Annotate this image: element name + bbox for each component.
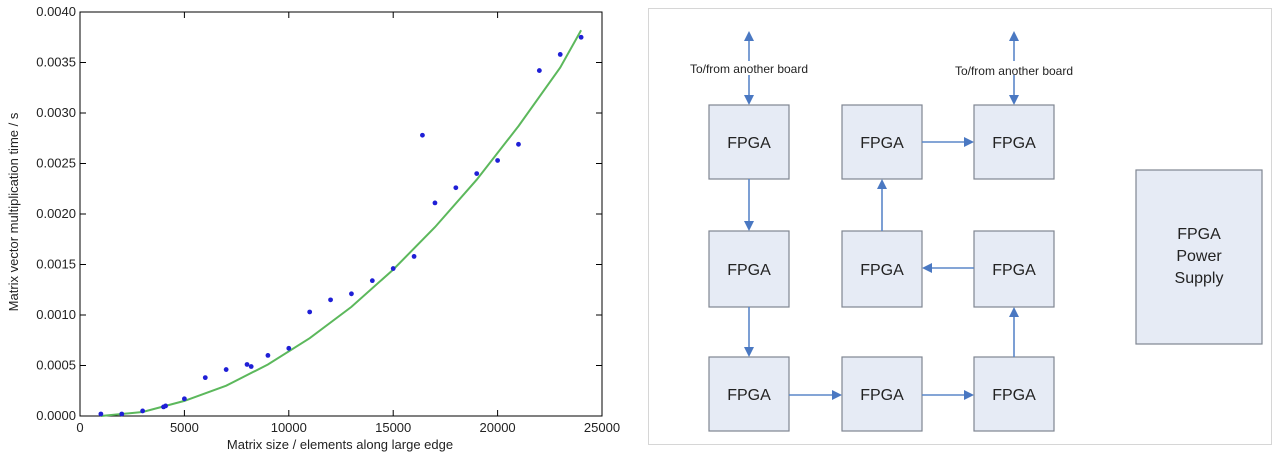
svg-text:FPGA: FPGA <box>992 262 1036 279</box>
data-point <box>307 310 312 315</box>
svg-text:FPGA: FPGA <box>727 135 771 152</box>
x-tick-label: 20000 <box>480 420 516 435</box>
y-tick-label: 0.0035 <box>36 55 76 70</box>
fpga-node: FPGA <box>709 357 789 431</box>
fpga-node: FPGA <box>842 105 922 179</box>
svg-text:FPGA: FPGA <box>992 387 1036 404</box>
data-point <box>249 364 254 369</box>
y-tick-label: 0.0000 <box>36 408 76 423</box>
svg-text:FPGA: FPGA <box>860 387 904 404</box>
data-point <box>516 142 521 147</box>
data-point <box>391 266 396 271</box>
fpga-node: FPGA <box>842 357 922 431</box>
fpga-node: FPGA <box>974 105 1054 179</box>
x-tick-label: 15000 <box>375 420 411 435</box>
svg-text:FPGA: FPGA <box>860 135 904 152</box>
data-point <box>474 171 479 176</box>
data-point <box>266 353 271 358</box>
data-point <box>412 254 417 259</box>
y-axis-label: Matrix vector multiplication time / s <box>6 112 21 311</box>
data-point <box>98 412 103 417</box>
x-tick-label: 0 <box>76 420 83 435</box>
data-point <box>495 158 500 163</box>
data-point <box>163 404 168 409</box>
data-point <box>349 291 354 296</box>
data-point <box>203 375 208 380</box>
svg-text:Supply: Supply <box>1175 270 1224 287</box>
fit-curve-line <box>101 30 581 416</box>
y-tick-label: 0.0005 <box>36 358 76 373</box>
x-tick-label: 10000 <box>271 420 307 435</box>
data-point <box>328 297 333 302</box>
scatter-chart: 0 5000 10000 15000 20000 25000 0.0000 0.0005 0.… <box>0 0 640 465</box>
fpga-node: FPGA <box>709 231 789 307</box>
fpga-node: FPGA <box>974 357 1054 431</box>
data-point <box>370 278 375 283</box>
fpga-board-diagram: To/from another board To/from another bo… <box>648 8 1272 445</box>
plot-frame <box>80 12 602 416</box>
data-point <box>245 362 250 367</box>
external-label-left: To/from another board <box>690 62 808 76</box>
external-label-right: To/from another board <box>955 64 1073 78</box>
data-point <box>420 133 425 138</box>
fpga-power-supply: FPGA Power Supply <box>1136 170 1262 344</box>
svg-text:FPGA: FPGA <box>727 262 771 279</box>
data-point <box>224 367 229 372</box>
svg-text:FPGA: FPGA <box>860 262 904 279</box>
data-point <box>558 52 563 57</box>
data-point <box>119 412 124 417</box>
y-tick-label: 0.0020 <box>36 206 76 221</box>
svg-text:FPGA: FPGA <box>727 387 771 404</box>
y-tick-label: 0.0040 <box>36 4 76 19</box>
y-tick-label: 0.0030 <box>36 105 76 120</box>
data-point <box>433 200 438 205</box>
svg-text:FPGA: FPGA <box>992 135 1036 152</box>
data-point <box>286 346 291 351</box>
x-axis-label: Matrix size / elements along large edge <box>227 437 453 452</box>
y-tick-label: 0.0010 <box>36 307 76 322</box>
data-point <box>579 35 584 40</box>
fpga-node: FPGA <box>842 231 922 307</box>
data-point <box>453 185 458 190</box>
data-point <box>140 409 145 414</box>
y-tick-label: 0.0025 <box>36 156 76 171</box>
svg-text:FPGA: FPGA <box>1177 226 1221 243</box>
fpga-node: FPGA <box>974 231 1054 307</box>
data-point <box>182 396 187 401</box>
data-point <box>537 68 542 73</box>
x-tick-label: 25000 <box>584 420 620 435</box>
y-tick-label: 0.0015 <box>36 257 76 272</box>
svg-text:Power: Power <box>1176 248 1222 265</box>
x-tick-label: 5000 <box>170 420 199 435</box>
fpga-node: FPGA <box>709 105 789 179</box>
